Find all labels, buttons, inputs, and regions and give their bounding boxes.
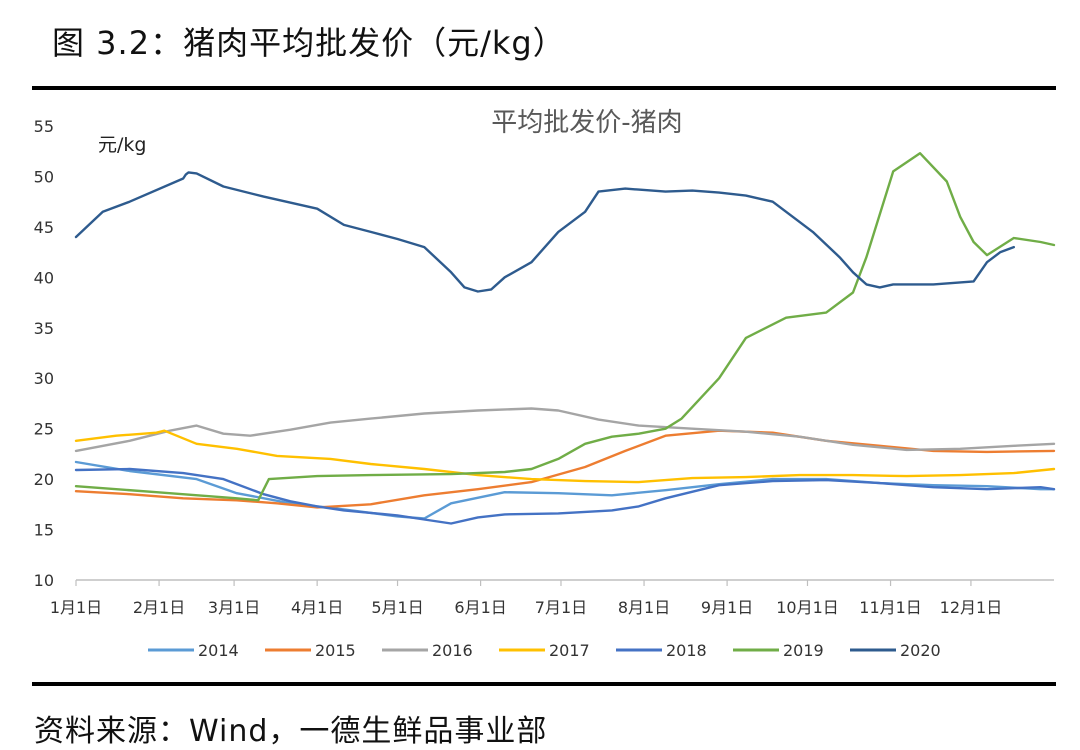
plot-area [74, 151, 1056, 525]
x-tick-label: 2月1日 [133, 598, 185, 617]
legend-label-2019: 2019 [783, 641, 824, 660]
y-tick-label: 10 [34, 571, 54, 590]
y-tick-label: 30 [34, 369, 54, 388]
legend-label-2015: 2015 [315, 641, 356, 660]
x-tick-label: 6月1日 [454, 598, 506, 617]
series-line-2018 [74, 467, 1056, 525]
series-line-2017 [74, 429, 1056, 484]
x-tick-label: 3月1日 [208, 598, 260, 617]
series-line-2019 [74, 151, 1056, 502]
legend-label-2014: 2014 [198, 641, 239, 660]
source-note: 资料来源：Wind，一德生鲜品事业部 [34, 714, 548, 749]
line-chart: 平均批发价-猪肉 元/kg 10 15 20 25 30 35 40 45 50 55 1月1日 2月… [34, 108, 1056, 660]
x-tick-label: 5月1日 [371, 598, 423, 617]
x-tick-label: 1月1日 [50, 598, 102, 617]
x-tick-label: 10月1日 [776, 598, 839, 617]
y-tick-label: 55 [34, 117, 54, 136]
y-tick-label: 35 [34, 319, 54, 338]
series-line-2014 [74, 460, 1056, 520]
axes: 10 15 20 25 30 35 40 45 50 55 1月1日 2月1日 3月1日 4月1日 5月1日… [34, 117, 1054, 617]
legend-label-2017: 2017 [549, 641, 590, 660]
x-tick-label: 11月1日 [859, 598, 922, 617]
series-line-2015 [74, 429, 1056, 509]
x-tick-label: 4月1日 [291, 598, 343, 617]
x-tick-label: 12月1日 [940, 598, 1003, 617]
x-tick-label: 7月1日 [535, 598, 587, 617]
figure-title: 图 3.2：猪肉平均批发价（元/kg） [52, 24, 566, 62]
y-axis-label: 元/kg [98, 134, 146, 156]
legend-label-2018: 2018 [666, 641, 707, 660]
series-line-2020 [74, 171, 1015, 293]
legend-label-2020: 2020 [900, 641, 941, 660]
y-tick-label: 15 [34, 521, 54, 540]
y-tick-label: 45 [34, 218, 54, 237]
top-rule [32, 86, 1056, 90]
x-tick-label: 8月1日 [618, 598, 670, 617]
x-tick-label: 9月1日 [701, 598, 753, 617]
legend-label-2016: 2016 [432, 641, 473, 660]
chart-title: 平均批发价-猪肉 [491, 108, 682, 138]
y-tick-label: 25 [34, 420, 54, 439]
legend: 2014 2015 2016 2017 2018 2019 2020 [148, 641, 941, 660]
y-tick-label: 20 [34, 470, 54, 489]
series-line-2016 [74, 407, 1056, 453]
y-tick-label: 40 [34, 268, 54, 287]
bottom-rule [32, 682, 1056, 686]
y-tick-label: 50 [34, 167, 54, 186]
